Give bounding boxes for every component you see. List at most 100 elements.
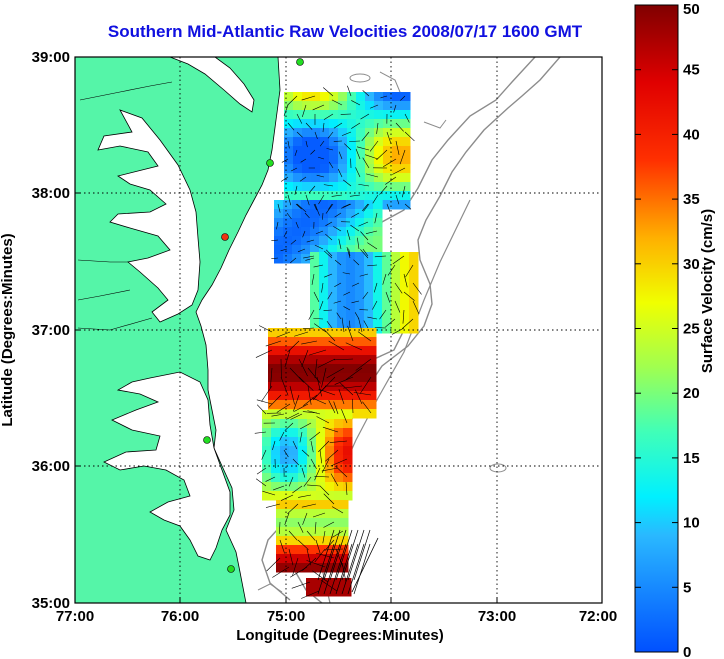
velocity-cell	[329, 155, 339, 165]
velocity-cell	[319, 252, 329, 262]
velocity-arrow	[302, 557, 317, 571]
velocity-cell	[343, 455, 353, 465]
velocity-cell	[333, 578, 343, 588]
velocity-arrow	[261, 449, 267, 460]
velocity-cell	[337, 288, 347, 298]
velocity-arrow	[300, 158, 307, 163]
velocity-arrow	[341, 409, 348, 424]
velocity-arrow	[358, 221, 369, 227]
velocity-cell	[293, 101, 303, 111]
velocity-arrow	[323, 329, 336, 342]
velocity-cell	[401, 182, 411, 192]
velocity-cell	[342, 587, 352, 597]
velocity-cell	[328, 245, 338, 255]
velocity-arrow	[289, 367, 304, 383]
velocity-cell	[312, 518, 322, 528]
velocity-cell	[320, 182, 330, 192]
velocity-arrow	[335, 465, 348, 478]
velocity-cell	[373, 324, 383, 334]
velocity-cell	[307, 482, 317, 492]
velocity-arrow	[294, 149, 298, 157]
velocity-cell	[382, 261, 392, 271]
velocity-arrow	[320, 580, 338, 592]
velocity-cell	[365, 101, 375, 111]
velocity-cell	[342, 578, 352, 588]
velocity-arrow	[337, 168, 343, 178]
velocity-arrow	[288, 476, 294, 487]
velocity-arrow	[317, 543, 335, 595]
velocity-cell	[331, 400, 341, 410]
velocity-cell	[355, 270, 365, 280]
velocity-cell	[329, 101, 339, 111]
velocity-cell	[355, 200, 365, 210]
velocity-cell	[365, 137, 375, 147]
velocity-cell	[292, 236, 302, 246]
velocity-arrow	[343, 291, 351, 296]
velocity-cell	[356, 173, 366, 183]
velocity-arrow	[393, 104, 397, 113]
velocity-cell	[310, 200, 320, 210]
velocity-cell	[365, 119, 375, 129]
velocity-arrow	[301, 590, 320, 599]
velocity-cell	[289, 446, 299, 456]
velocity-cell	[325, 419, 335, 429]
velocity-cell	[356, 137, 366, 147]
velocity-cell	[383, 101, 393, 111]
velocity-arrow	[323, 529, 341, 581]
velocity-arrow	[358, 317, 363, 333]
velocity-cell	[292, 227, 302, 237]
velocity-cell	[373, 297, 383, 307]
velocity-cell	[304, 346, 314, 356]
velocity-cell	[356, 191, 366, 201]
velocity-cell	[346, 288, 356, 298]
velocity-cell	[311, 110, 321, 120]
velocity-arrow	[314, 203, 320, 216]
velocity-arrow	[331, 506, 344, 514]
velocity-cell	[268, 337, 278, 347]
velocity-cell	[321, 509, 331, 519]
velocity-cell	[271, 419, 281, 429]
velocity-arrow	[292, 485, 303, 494]
velocity-arrow	[338, 151, 343, 160]
velocity-cell	[325, 428, 335, 438]
velocity-cell	[382, 324, 392, 334]
velocity-cell	[285, 563, 295, 573]
velocity-cell	[274, 236, 284, 246]
velocity-cell	[277, 373, 287, 383]
velocity-arrow	[302, 230, 306, 238]
velocity-cell	[321, 527, 331, 537]
velocity-cell	[391, 270, 401, 280]
velocity-arrow	[326, 148, 334, 151]
velocity-arrow	[294, 331, 309, 337]
velocity-arrow	[265, 503, 281, 508]
velocity-cell	[356, 146, 366, 156]
velocity-arrow	[333, 122, 343, 129]
velocity-cell	[331, 346, 341, 356]
velocity-cell	[382, 270, 392, 280]
velocity-arrow	[343, 306, 351, 311]
velocity-arrow	[318, 194, 325, 205]
velocity-cell	[364, 236, 374, 246]
velocity-cell	[391, 297, 401, 307]
velocity-cell	[280, 419, 290, 429]
velocity-cell	[310, 306, 320, 316]
velocity-cell	[349, 337, 359, 347]
velocity-arrow	[283, 104, 289, 117]
velocity-arrow	[314, 521, 317, 534]
velocity-cell	[330, 527, 340, 537]
velocity-cell	[346, 270, 356, 280]
chesapeake-bay	[97, 109, 201, 323]
velocity-cell	[339, 509, 349, 519]
velocity-cell	[310, 279, 320, 289]
velocity-cell	[346, 209, 356, 219]
velocity-cell	[315, 587, 325, 597]
colorbar-tick-label: 25	[683, 321, 700, 338]
velocity-cell	[302, 146, 312, 156]
velocity-cell	[322, 364, 332, 374]
velocity-arrow	[256, 467, 267, 475]
velocity-cell	[286, 391, 296, 401]
velocity-cell	[303, 554, 313, 564]
velocity-cell	[320, 110, 330, 120]
colorbar-tick-label: 5	[683, 579, 691, 596]
velocity-cell	[367, 337, 377, 347]
